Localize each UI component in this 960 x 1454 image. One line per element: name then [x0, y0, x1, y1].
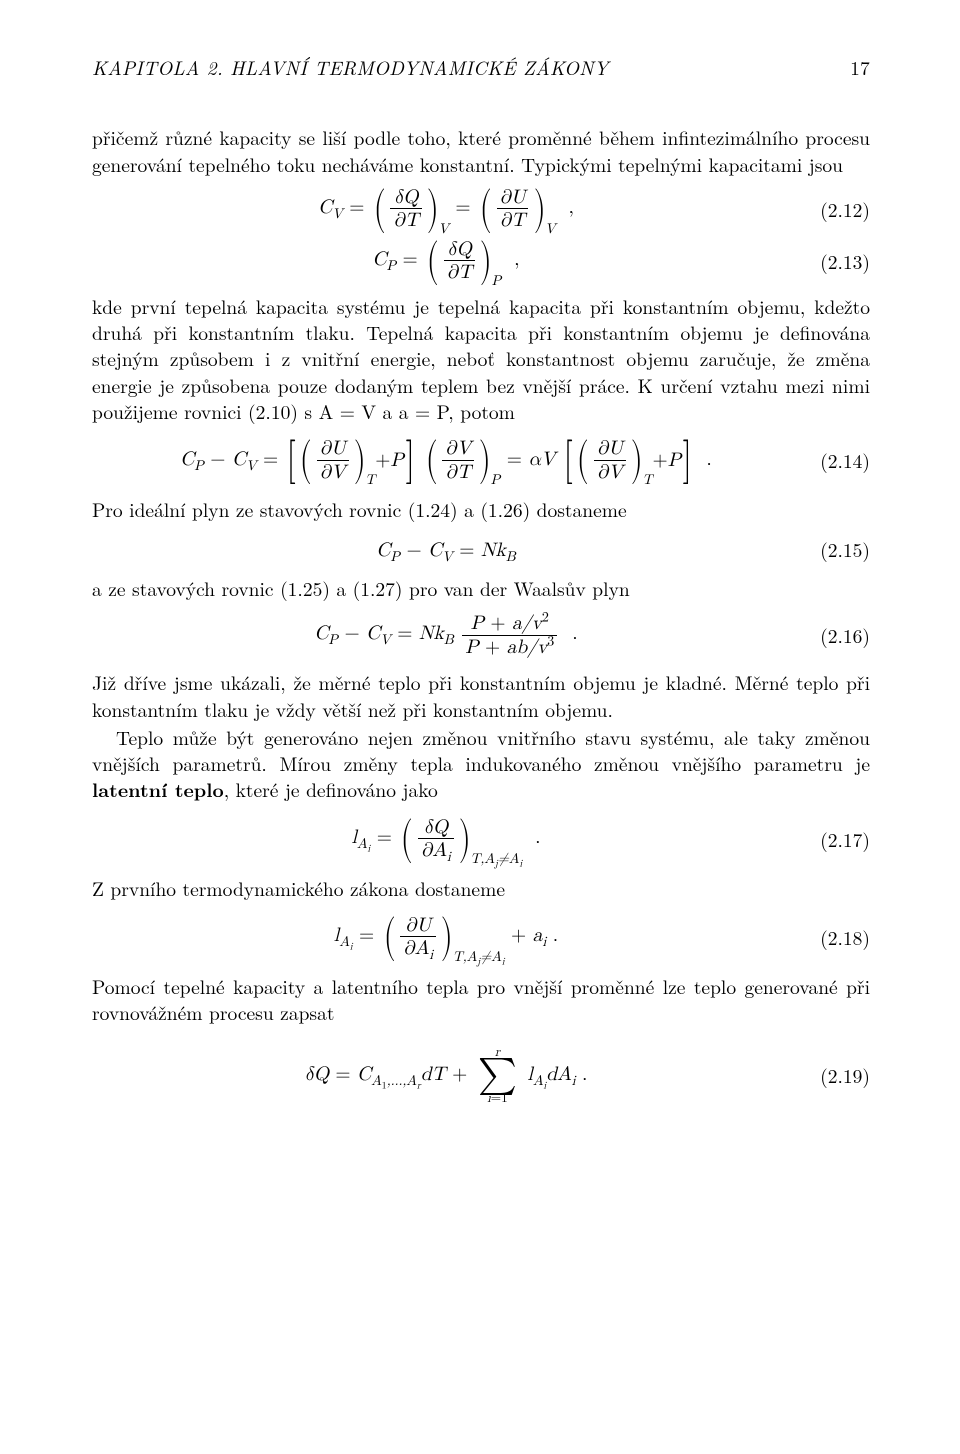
page-header: KAPITOLA 2. HLAVNÍ TERMODYNAMICKÉ ZÁKONY… [92, 54, 870, 80]
eq-2-19-math: δQ = CA1,…,ArdT + r ∑ i=1 lAidAi . [305, 1064, 588, 1084]
eq-2-17-math: lAi = ( δQ∂Ai ) T,Aj≠Ai . [351, 827, 540, 847]
paragraph-latent-heat: Teplo může být generováno nejen změnou v… [92, 724, 870, 803]
equation-2-17: lAi = ( δQ∂Ai ) T,Aj≠Ai . (2.17) [92, 817, 870, 861]
paragraph-intro: přičemž různé kapacity se liší podle toh… [92, 124, 870, 177]
paragraph-first-law: Z prvního termodynamického zákona dostan… [92, 875, 870, 901]
eq-number-2-19: (2.19) [800, 1062, 870, 1088]
eq-2-13-math: CP = ( δQ∂T ) P , [372, 249, 519, 269]
eq-2-12-math: CV = ( δQ∂T ) V = ( ∂U∂T ) V , [318, 197, 574, 217]
header-page-number: 17 [850, 54, 870, 80]
paragraph-capacity-explain: kde první tepelná kapacita systému je te… [92, 293, 870, 425]
eq-number-2-14: (2.14) [800, 447, 870, 473]
header-chapter-title: KAPITOLA 2. HLAVNÍ TERMODYNAMICKÉ ZÁKONY [92, 54, 609, 80]
eq-2-15-math: CP − CV = NkB [376, 540, 515, 560]
equation-2-18: lAi = ( ∂U∂Ai ) T,Aj≠Ai + ai . (2.18) [92, 915, 870, 959]
equation-2-19: δQ = CA1,…,ArdT + r ∑ i=1 lAidAi . (2.19… [92, 1046, 870, 1106]
paragraph-vdw: a ze stavových rovnic (1.25) a (1.27) pr… [92, 575, 870, 601]
paragraph-heat-generated: Pomocí tepelné kapacity a latentního tep… [92, 973, 870, 1026]
eq-2-14-math: CP − CV = [ ( ∂U∂V ) T + P ] ( ∂V∂T ) P … [180, 449, 712, 469]
eq-number-2-17: (2.17) [800, 826, 870, 852]
equation-2-13: CP = ( δQ∂T ) P , (2.13) [92, 239, 870, 283]
eq-number-2-16: (2.16) [800, 622, 870, 648]
eq-number-2-12: (2.12) [800, 196, 870, 222]
eq-number-2-13: (2.13) [800, 248, 870, 274]
eq-number-2-18: (2.18) [800, 924, 870, 950]
eq-number-2-15: (2.15) [800, 536, 870, 562]
equation-2-15: CP − CV = NkB (2.15) [92, 535, 870, 563]
equation-group-212-213: CV = ( δQ∂T ) V = ( ∂U∂T ) V , (2.12) [92, 187, 870, 283]
para6-part-c: , které je definováno jako [224, 775, 438, 803]
paragraph-positivity: Již dříve jsme ukázali, že měrné teplo p… [92, 669, 870, 722]
eq-2-18-math: lAi = ( ∂U∂Ai ) T,Aj≠Ai + ai . [334, 925, 558, 945]
eq-2-16-math: CP − CV = NkB P + a/v2 P + ab/v3 . [314, 623, 577, 643]
equation-2-16: CP − CV = NkB P + a/v2 P + ab/v3 . (2.16… [92, 613, 870, 657]
para6-part-a: Teplo může být generováno nejen změnou v… [92, 723, 870, 777]
para6-term-bold: latentní teplo [92, 775, 224, 803]
equation-2-14: CP − CV = [ ( ∂U∂V ) T + P ] ( ∂V∂T ) P … [92, 438, 870, 482]
paragraph-ideal-gas: Pro ideální plyn ze stavových rovnic (1.… [92, 496, 870, 522]
equation-2-12: CV = ( δQ∂T ) V = ( ∂U∂T ) V , (2.12) [92, 187, 870, 231]
